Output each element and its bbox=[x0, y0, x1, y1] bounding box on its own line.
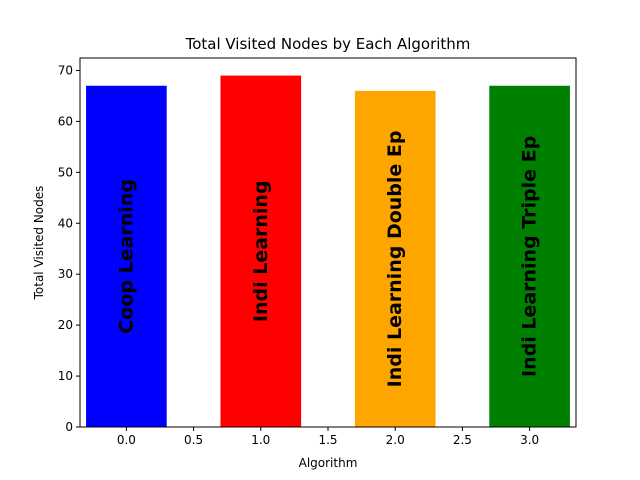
bar-2 bbox=[354, 90, 436, 428]
bar-label-1: Indi Learning bbox=[250, 180, 272, 322]
y-tick-label: 70 bbox=[58, 63, 73, 77]
x-tick-label: 1.0 bbox=[251, 433, 270, 447]
bar-labels-layer: Coop Learning Indi Learning Indi Learning … bbox=[115, 131, 540, 388]
y-tick-label: 30 bbox=[58, 267, 73, 281]
x-axis-ticks: 0.0 0.5 1.0 1.5 2.0 2.5 3.0 bbox=[117, 427, 539, 447]
x-axis-label: Algorithm bbox=[299, 456, 358, 470]
chart-title: Total Visited Nodes by Each Algorithm bbox=[185, 35, 471, 53]
y-tick-label: 20 bbox=[58, 318, 73, 332]
y-axis-ticks: 0 10 20 30 40 50 60 70 bbox=[58, 63, 80, 434]
bar-3 bbox=[489, 85, 570, 428]
bar-label-2: Indi Learning Double Ep bbox=[384, 131, 406, 388]
y-tick-label: 0 bbox=[65, 420, 73, 434]
y-tick-label: 10 bbox=[58, 369, 73, 383]
x-tick-label: 1.5 bbox=[318, 433, 337, 447]
bar-1 bbox=[220, 75, 302, 428]
bars-layer bbox=[86, 75, 570, 428]
y-axis-label: Total Visited Nodes bbox=[32, 186, 46, 301]
bar-label-3: Indi Learning Triple Ep bbox=[519, 136, 541, 377]
y-tick-label: 60 bbox=[58, 114, 73, 128]
bar-label-0: Coop Learning bbox=[115, 179, 137, 334]
y-tick-label: 40 bbox=[58, 216, 73, 230]
x-tick-label: 2.5 bbox=[453, 433, 472, 447]
y-tick-label: 50 bbox=[58, 165, 73, 179]
x-tick-label: 3.0 bbox=[520, 433, 539, 447]
bar-0 bbox=[86, 85, 167, 428]
x-tick-label: 0.0 bbox=[117, 433, 136, 447]
x-tick-label: 2.0 bbox=[386, 433, 405, 447]
x-tick-label: 0.5 bbox=[184, 433, 203, 447]
